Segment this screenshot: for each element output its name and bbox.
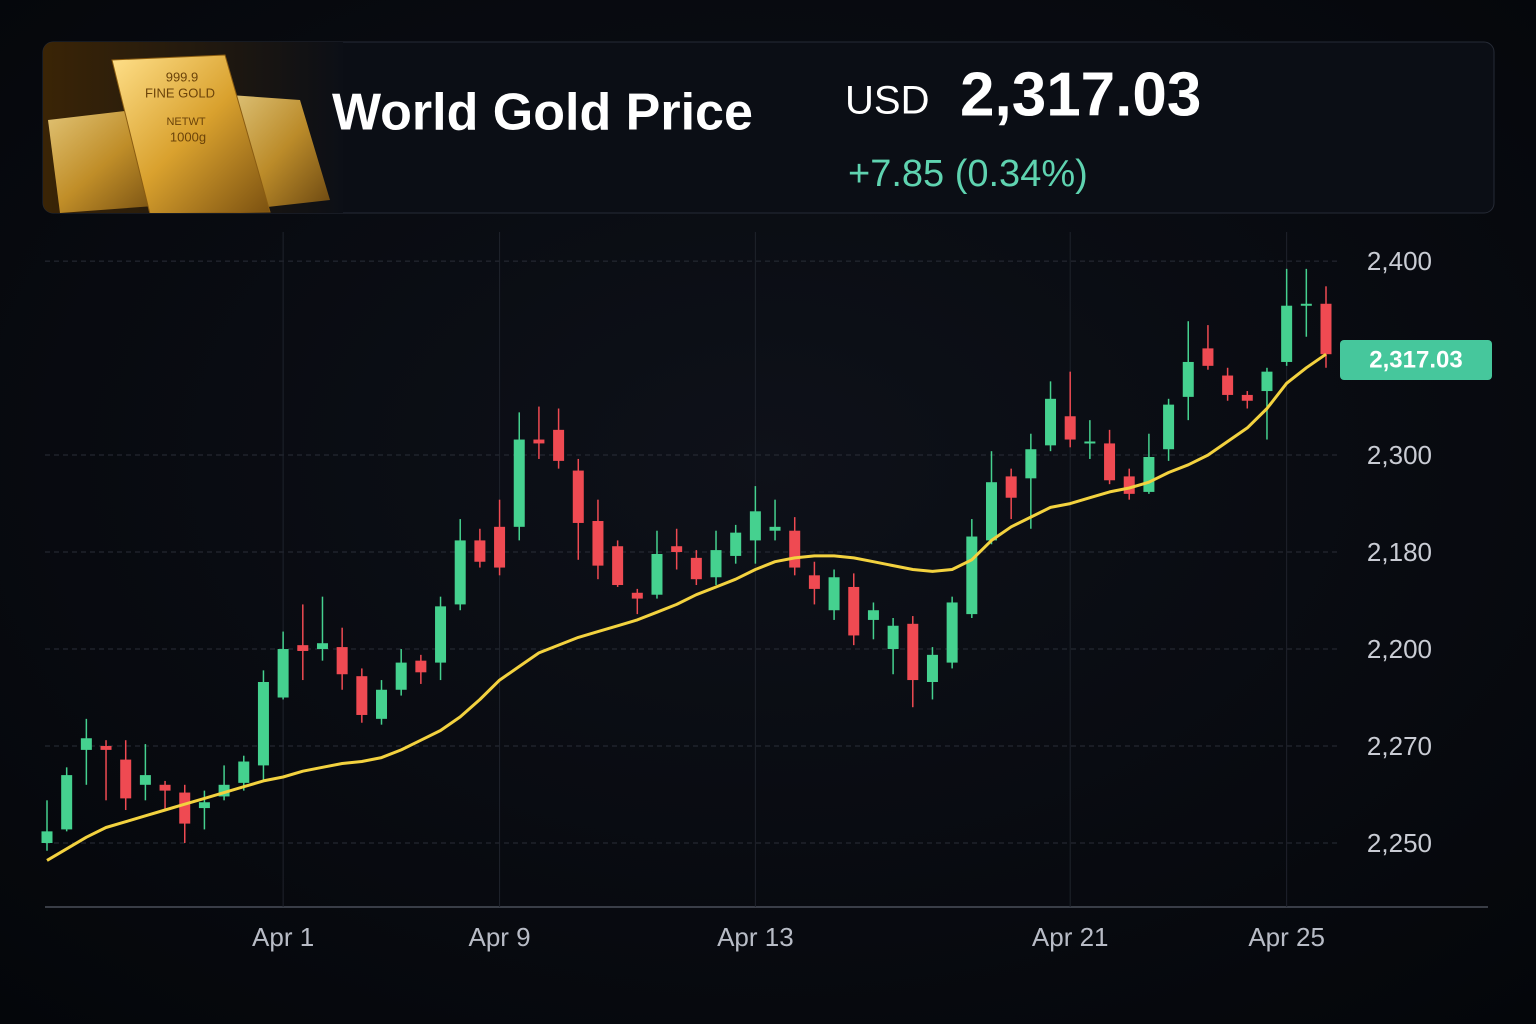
candle-body (1182, 361, 1194, 397)
badge-box (1340, 340, 1492, 380)
x-tick-label: Apr 9 (468, 922, 530, 952)
candle-body (100, 746, 112, 750)
candle-body (690, 557, 702, 580)
candle-body (277, 649, 289, 698)
candle-body (966, 536, 978, 615)
candle-body (41, 831, 53, 843)
title: World Gold Price (332, 84, 753, 142)
candle-body (592, 521, 604, 566)
candle-body (789, 530, 801, 568)
candle-body (376, 689, 388, 719)
candle-body (474, 540, 486, 562)
y-tick-label: 2,300 (1367, 440, 1432, 470)
y-tick-label: 2,200 (1367, 634, 1432, 664)
candle-body (572, 470, 584, 523)
candle-body (316, 643, 328, 650)
candle-body (1123, 476, 1135, 494)
price-change: +7.85 (0.34%) (848, 153, 1088, 195)
y-tick-label: 2,270 (1367, 731, 1432, 761)
candle-body (1241, 394, 1253, 401)
candle-body (1163, 404, 1175, 450)
candle-body (1300, 303, 1312, 306)
candle-body (415, 660, 427, 673)
candle-body (120, 759, 132, 799)
bar-text: FINE GOLD (145, 85, 215, 100)
candle-body (198, 802, 210, 809)
bar-text: 1000g (170, 129, 206, 144)
candle-body (159, 784, 171, 791)
candle-body (553, 429, 565, 461)
candle-body (926, 654, 938, 682)
price: 2,317.03 (960, 60, 1201, 129)
y-tick-label: 2,400 (1367, 246, 1432, 276)
candle-body (1005, 476, 1017, 498)
x-tick-label: Apr 1 (252, 922, 314, 952)
candle-body (533, 439, 545, 444)
candle-body (985, 482, 997, 541)
candle-body (730, 532, 742, 556)
candle-body (651, 553, 663, 595)
currency: USD (845, 79, 929, 123)
candle-body (808, 575, 820, 589)
candle-body (1143, 457, 1155, 492)
gold-bar (111, 54, 271, 213)
candle-body (1025, 449, 1037, 479)
candle-body (1104, 443, 1116, 481)
moving-average (46, 352, 1327, 862)
candle-body (1261, 371, 1273, 392)
candle-body (1320, 303, 1332, 355)
candle-body (61, 775, 73, 830)
candle-body (631, 592, 643, 599)
price-badge: 2,317.03 (1340, 340, 1492, 380)
candle-body (1222, 375, 1234, 395)
candle-body (848, 586, 860, 636)
candle-body (671, 546, 683, 553)
y-tick-label: 2,250 (1367, 828, 1432, 858)
candle-body (179, 792, 191, 824)
candle-body (887, 625, 899, 650)
header-panel: 999.9 FINE GOLD NETWT 1000g World Gold P… (42, 41, 1495, 214)
candle-body (454, 540, 466, 605)
candle-body (80, 738, 92, 750)
candle-body (1202, 348, 1214, 366)
badge-price: 2,317.03 (1369, 346, 1462, 373)
candle-body (297, 645, 309, 651)
candle-body (1045, 398, 1057, 446)
candle-body (218, 784, 230, 797)
candle-body (867, 610, 879, 620)
bar-text: 999.9 (166, 69, 199, 84)
candle-body (1064, 416, 1076, 440)
candle-body (238, 761, 250, 783)
candle-body (1084, 441, 1096, 444)
candle-body (356, 676, 368, 715)
y-tick-label: 2,180 (1367, 537, 1432, 567)
bar-text: NETWT (166, 116, 205, 128)
candle-body (749, 511, 761, 541)
candle-body (1281, 305, 1293, 362)
candle-body (494, 526, 506, 568)
candle-body (513, 439, 525, 527)
x-tick-label: Apr 21 (1032, 922, 1109, 952)
candle-body (336, 647, 348, 675)
candle-body (710, 550, 722, 578)
gold-image: 999.9 FINE GOLD NETWT 1000g (43, 42, 343, 213)
candle-body (828, 577, 840, 611)
x-tick-label: Apr 13 (717, 922, 794, 952)
x-tick-label: Apr 25 (1248, 922, 1325, 952)
plot-area: 2,400 2,300 2,180 2,200 2,270 2,250 Apr 1 Apr 9… (41, 232, 1432, 952)
candle-body (907, 623, 919, 681)
candle-body (612, 546, 624, 586)
candle-body (946, 602, 958, 663)
candle-body (257, 682, 269, 766)
candle-body (395, 662, 407, 690)
candle-body (769, 526, 781, 531)
candle-body (435, 606, 447, 663)
candle-body (139, 775, 151, 785)
